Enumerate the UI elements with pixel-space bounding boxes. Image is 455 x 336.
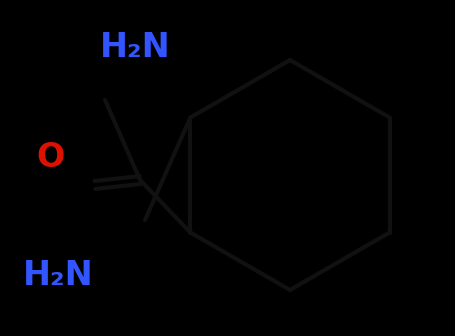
Text: H₂N: H₂N <box>100 31 171 64</box>
Text: O: O <box>36 141 65 174</box>
Text: H₂N: H₂N <box>23 259 93 292</box>
